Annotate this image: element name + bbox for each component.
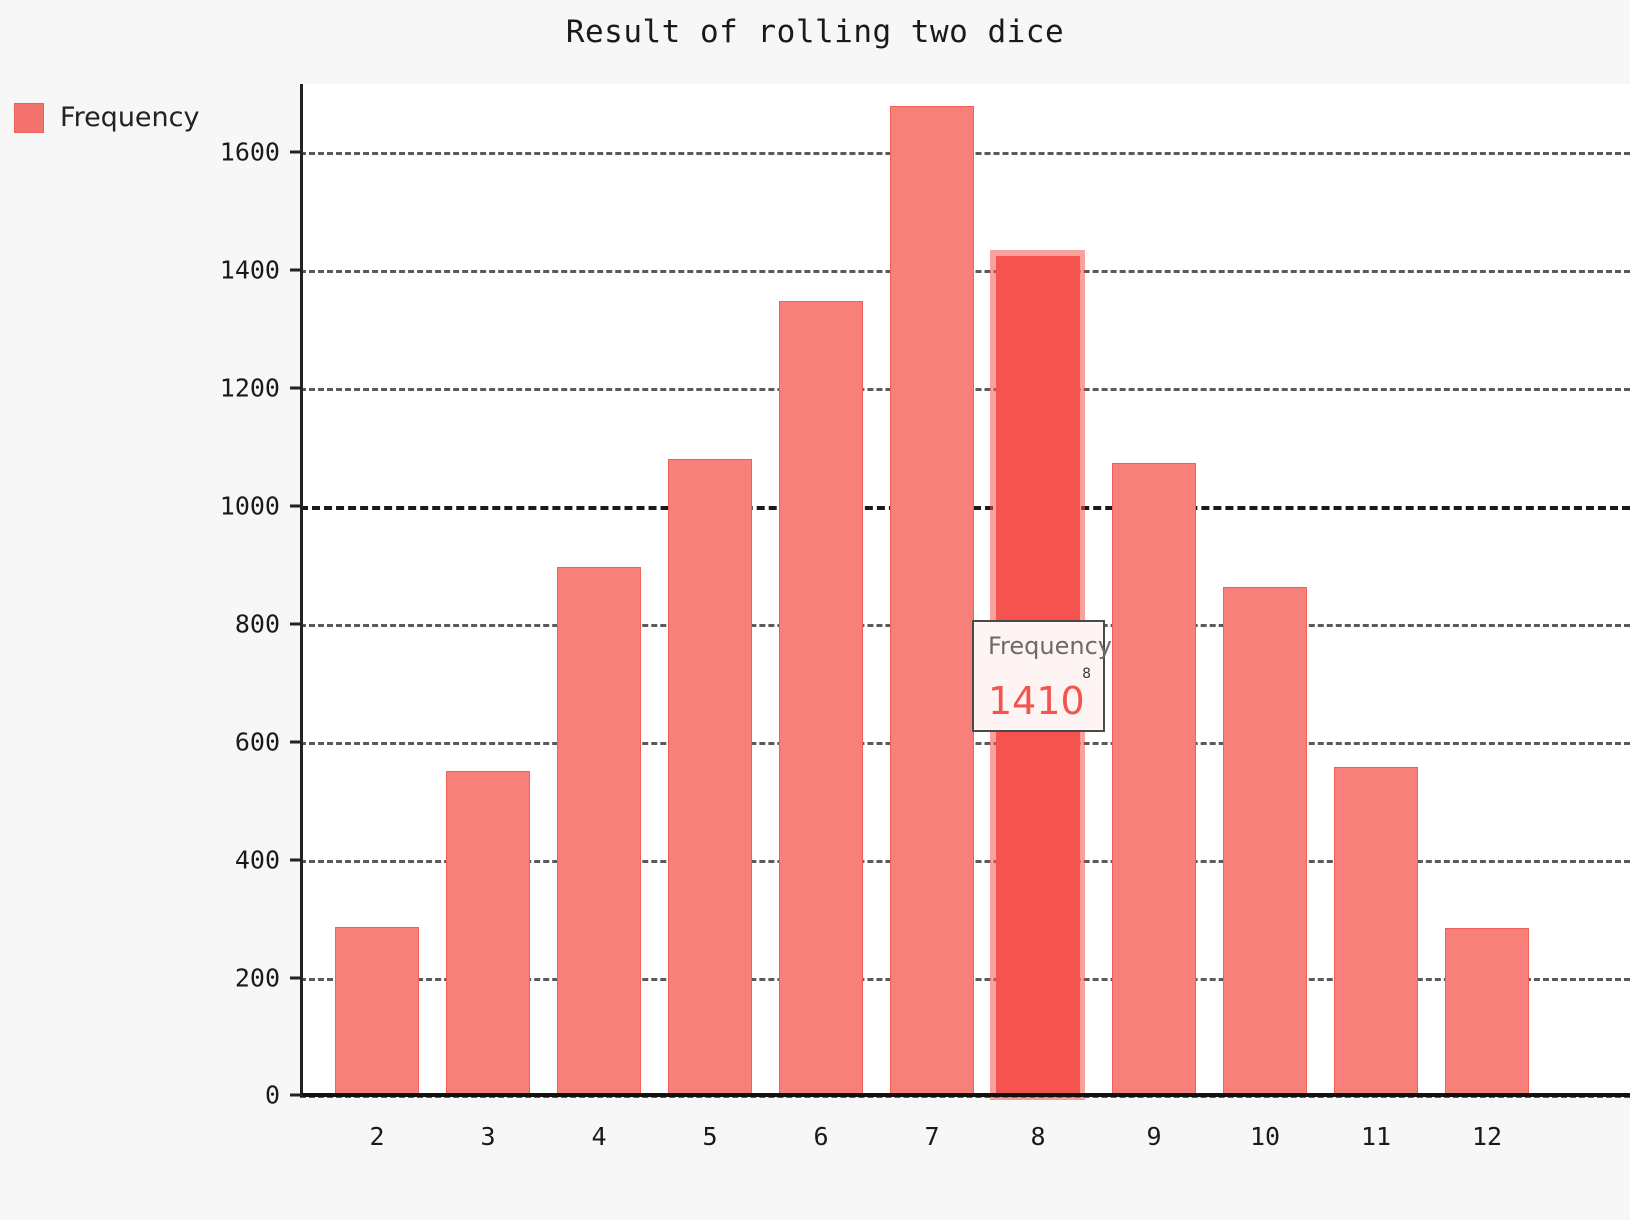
x-axis-line — [300, 1093, 1630, 1097]
chart-legend[interactable]: Frequency — [14, 102, 199, 133]
y-tick-label-1000: 1000 — [219, 491, 280, 521]
y-tick-label-1400: 1400 — [219, 255, 280, 285]
bar-6[interactable] — [779, 301, 863, 1095]
y-tick-label-1600: 1600 — [219, 137, 280, 167]
legend-swatch-frequency — [14, 102, 44, 133]
page-title: Result of rolling two dice — [565, 14, 1065, 50]
y-tick-mark-800 — [290, 622, 303, 626]
y-tick-label-0: 0 — [264, 1080, 280, 1110]
legend-label-frequency: Frequency — [60, 102, 200, 133]
y-tick-mark-0 — [290, 1093, 303, 1097]
x-tick-label-12: 12 — [1471, 1122, 1503, 1151]
bar-12[interactable] — [1445, 928, 1529, 1095]
tooltip-header: Frequency — [988, 632, 1112, 660]
y-tick-label-400: 400 — [234, 845, 280, 875]
chart-tooltip: Frequency 8 1410 — [972, 620, 1112, 732]
x-tick-label-9: 9 — [1146, 1122, 1162, 1151]
bar-9[interactable] — [1112, 463, 1196, 1095]
bar-7[interactable] — [890, 106, 974, 1095]
x-tick-label-10: 10 — [1249, 1122, 1281, 1151]
x-tick-label-8: 8 — [1030, 1122, 1046, 1151]
y-tick-mark-400 — [290, 858, 303, 862]
x-tick-label-3: 3 — [480, 1122, 496, 1151]
tooltip-superscript: 8 — [1082, 666, 1091, 682]
bar-11[interactable] — [1334, 767, 1418, 1095]
x-tick-label-5: 5 — [702, 1122, 718, 1151]
y-tick-mark-1200 — [290, 386, 303, 390]
x-tick-label-6: 6 — [813, 1122, 829, 1151]
x-tick-label-4: 4 — [591, 1122, 607, 1151]
bar-4[interactable] — [557, 567, 641, 1095]
y-tick-label-600: 600 — [234, 727, 280, 757]
y-axis-line — [300, 84, 303, 1097]
y-tick-label-200: 200 — [234, 963, 280, 993]
bar-3[interactable] — [446, 771, 530, 1095]
y-tick-mark-1000 — [290, 504, 303, 508]
tooltip-value: 1410 — [988, 679, 1085, 723]
y-tick-mark-1400 — [290, 268, 303, 272]
x-tick-label-2: 2 — [369, 1122, 385, 1151]
y-tick-mark-600 — [290, 740, 303, 744]
bar-10[interactable] — [1223, 587, 1307, 1095]
y-tick-label-1200: 1200 — [219, 373, 280, 403]
x-tick-label-11: 11 — [1360, 1122, 1392, 1151]
y-tick-mark-200 — [290, 976, 303, 980]
bar-5[interactable] — [668, 459, 752, 1095]
y-tick-mark-1600 — [290, 150, 303, 154]
bar-2[interactable] — [335, 927, 419, 1095]
y-tick-label-800: 800 — [234, 609, 280, 639]
x-tick-label-7: 7 — [924, 1122, 940, 1151]
